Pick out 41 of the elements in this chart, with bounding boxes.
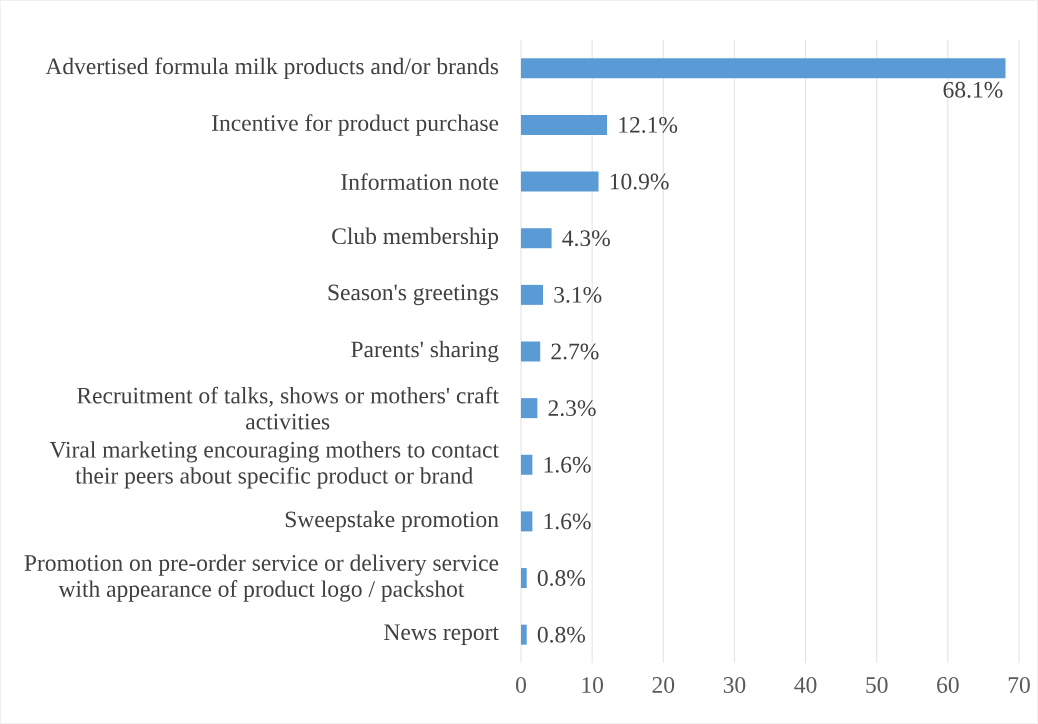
bar [521,284,544,305]
bar [521,511,533,532]
bar [521,58,1006,79]
bar [521,171,599,192]
data-label: 4.3% [562,230,610,247]
y-tick-label: Season's greetings [328,284,499,306]
x-tick-label: 30 [723,677,746,693]
x-tick-label: 60 [937,677,959,693]
y-tick-label: Parents' sharing [351,340,499,363]
bar [521,114,608,135]
bar [521,624,527,645]
y-tick-label: Sweepstake promotion [285,510,499,533]
data-label: 1.6% [544,513,591,530]
y-tick-label: Advertised formula milk products and/or brands [45,57,499,80]
data-label: 10.9% [610,173,669,190]
x-tick-label: 10 [582,677,603,693]
y-tick-label: Recruitment of talks, shows or mothers' craft activities [77,386,499,430]
bar [521,454,533,475]
x-tick-label: 50 [866,677,888,693]
bar [521,228,552,249]
data-label: 12.1% [619,116,678,133]
x-tick-label: 70 [1008,677,1030,693]
bar [521,341,541,362]
data-label: 0.8% [537,570,586,587]
y-tick-label: Viral marketing encouraging mothers to contact their peers about specific product or brand [49,441,499,489]
data-label: 68.1% [943,81,1003,98]
bar [521,568,527,589]
y-tick-label: Promotion on pre-order service or delivery service with appearance of product logo / packshot [24,554,499,602]
data-label: 2.7% [551,343,599,360]
y-tick-label: Information note [341,173,499,190]
data-label: 2.3% [548,400,596,417]
y-tick-label: News report [384,624,499,645]
data-label: 0.8% [537,626,586,643]
x-tick-label: 0 [516,677,526,693]
y-tick-label: Club membership [332,227,499,249]
data-label: 1.6% [544,456,591,473]
data-label: 3.1% [554,286,602,303]
y-tick-label: Incentive for product purchase [212,114,499,136]
x-tick-label: 20 [652,677,675,693]
bar [521,398,538,419]
x-tick-label: 40 [794,677,817,693]
